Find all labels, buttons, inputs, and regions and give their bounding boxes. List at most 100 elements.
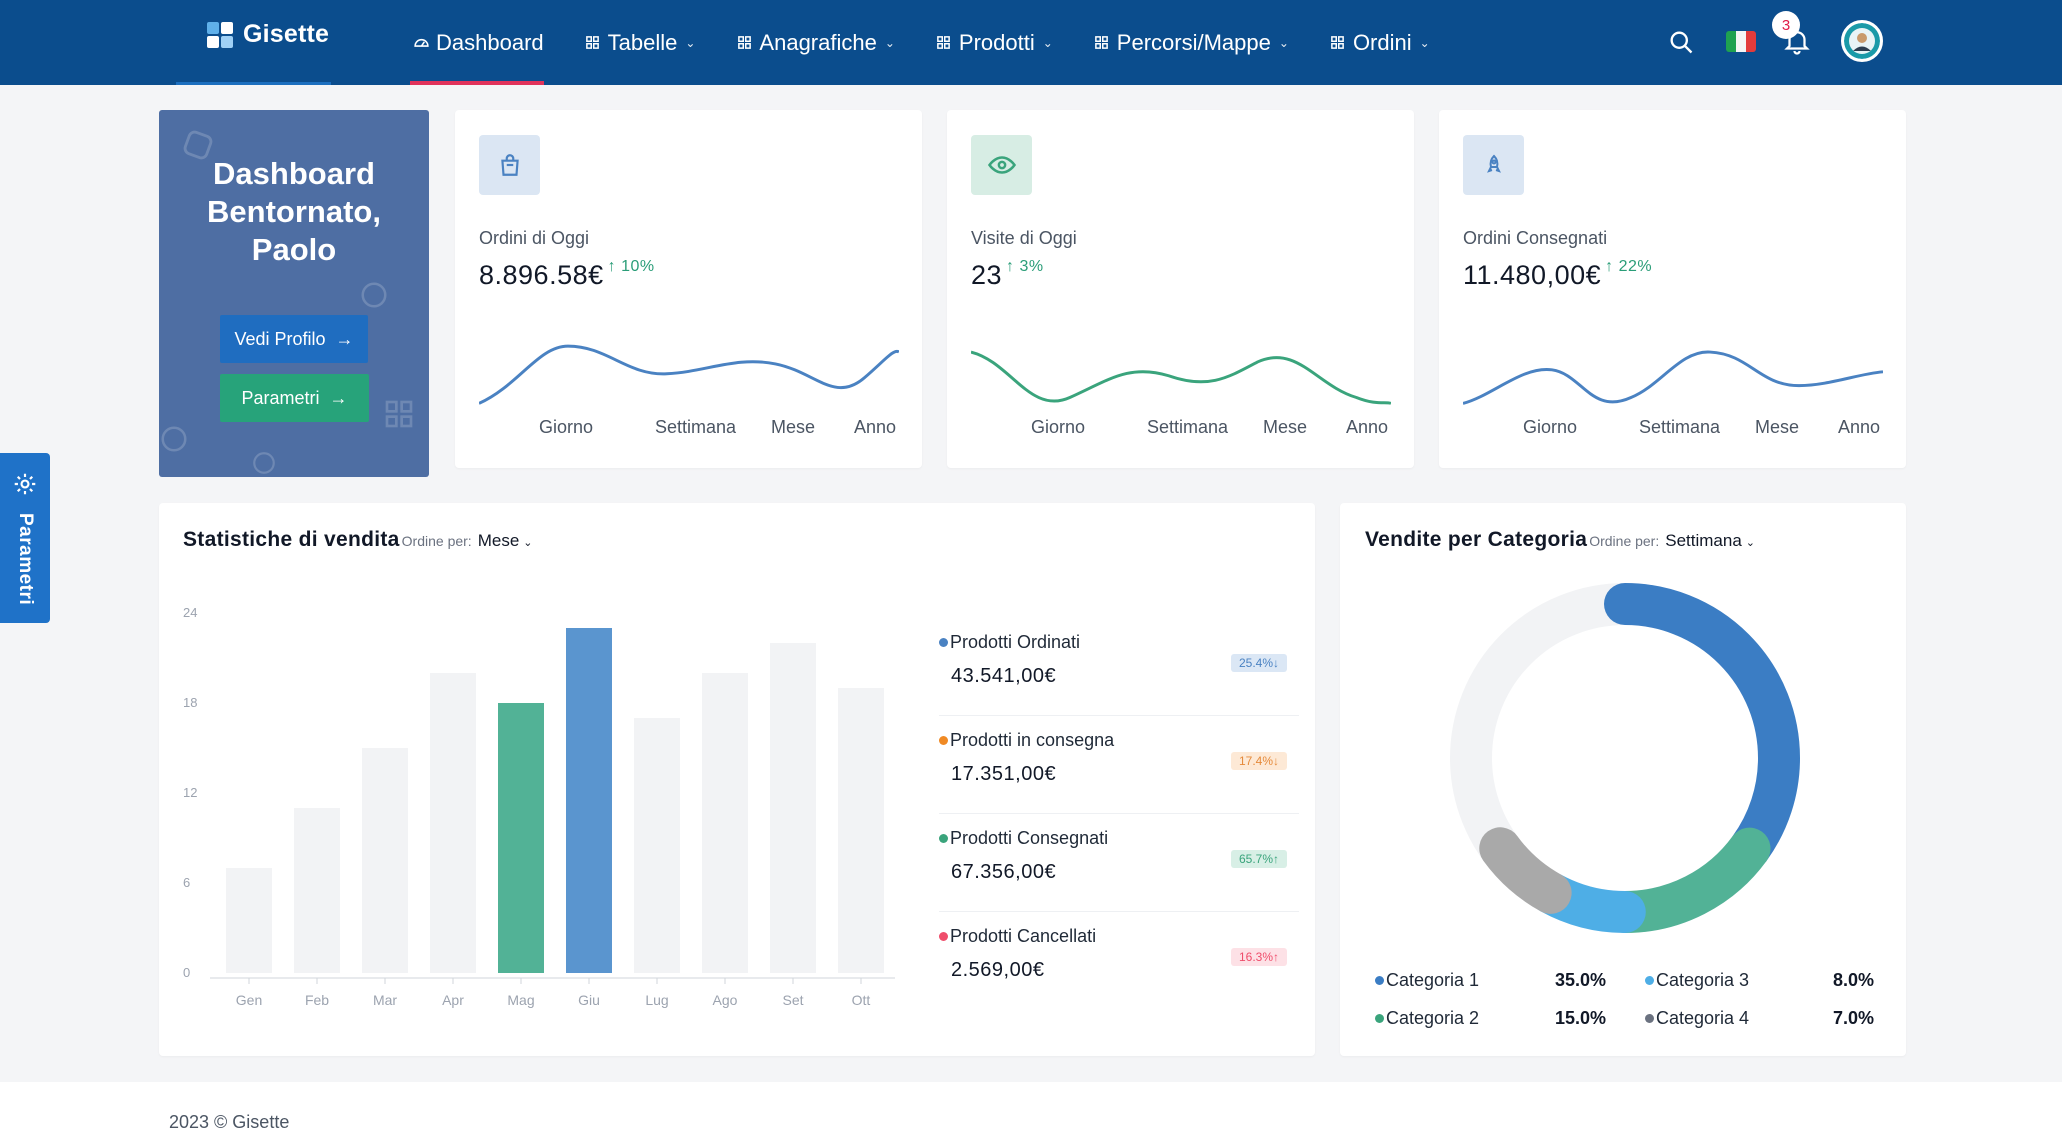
stat-value-row: 8.896.58€ ↑ 10% bbox=[479, 258, 655, 291]
period-selector: Giorno Settimana Mese Anno bbox=[971, 417, 1391, 439]
bar-mar[interactable] bbox=[362, 748, 408, 973]
decorative-shape-icon bbox=[161, 426, 187, 452]
category-name: Categoria 2 bbox=[1386, 1008, 1480, 1028]
user-avatar[interactable] bbox=[1841, 20, 1883, 62]
brand-underline bbox=[176, 82, 331, 85]
grid-icon bbox=[584, 34, 602, 52]
chevron-down-icon: ⌄ bbox=[1278, 35, 1289, 50]
stat-sparkline bbox=[971, 350, 1391, 405]
italian-flag-icon[interactable] bbox=[1726, 31, 1756, 52]
period-option-anno[interactable]: Anno bbox=[854, 417, 897, 437]
nav-item-anagrafiche[interactable]: Anagrafiche ⌄ bbox=[735, 0, 895, 85]
view-profile-button[interactable]: Vedi Profilo → bbox=[220, 315, 368, 363]
category-name: Categoria 1 bbox=[1386, 970, 1480, 990]
sales-title: Statistiche di vendita bbox=[183, 528, 400, 551]
sales-legend-label: Prodotti Cancellati bbox=[950, 926, 1097, 946]
grid-icon bbox=[1329, 34, 1347, 52]
settings-side-tab[interactable]: Parametri bbox=[0, 453, 50, 623]
welcome-card: Dashboard Bentornato, Paolo Vedi Profilo… bbox=[159, 110, 429, 477]
period-option-mese[interactable]: Mese bbox=[1755, 417, 1800, 437]
period-option-anno[interactable]: Anno bbox=[1838, 417, 1881, 437]
badge-value: 65.7% bbox=[1238, 852, 1273, 866]
sales-legend-name: Prodotti Consegnati bbox=[939, 828, 1108, 849]
bar-apr[interactable] bbox=[430, 673, 476, 973]
legend-dot bbox=[939, 932, 948, 941]
x-tick-label: Feb bbox=[305, 992, 329, 1008]
bar-set[interactable] bbox=[770, 643, 816, 973]
arrow-up-icon: ↑ bbox=[1273, 950, 1279, 964]
stat-value: 8.896.58€ bbox=[479, 260, 604, 290]
sales-sort-dropdown[interactable]: Mese ⌄ bbox=[478, 531, 533, 551]
stat-value-row: 11.480,00€ ↑ 22% bbox=[1463, 258, 1652, 291]
sparkline-series bbox=[971, 350, 1391, 405]
category-sort-label: Ordine per: bbox=[1589, 533, 1660, 549]
category-legend-item: Categoria 1 bbox=[1375, 970, 1479, 991]
x-tick-label: Ago bbox=[713, 992, 738, 1008]
x-tick-label: Gen bbox=[236, 992, 262, 1008]
legend-dot bbox=[939, 834, 948, 843]
category-legend-item: Categoria 4 bbox=[1645, 1008, 1749, 1029]
decorative-shape-icon bbox=[253, 452, 275, 474]
settings-label: Parametri bbox=[241, 387, 320, 408]
bar-giu[interactable] bbox=[566, 628, 612, 973]
brand[interactable]: Gisette bbox=[207, 20, 329, 49]
bar-mag[interactable] bbox=[498, 703, 544, 973]
y-tick-label: 0 bbox=[183, 965, 190, 980]
stat-sparkline bbox=[1463, 350, 1883, 405]
period-option-settimana[interactable]: Settimana bbox=[1147, 417, 1229, 437]
sales-legend-item: Prodotti in consegna 17.351,00€ 17.4%↓ bbox=[939, 716, 1299, 814]
bar-feb[interactable] bbox=[294, 808, 340, 973]
period-option-giorno[interactable]: Giorno bbox=[539, 417, 594, 437]
period-option-settimana[interactable]: Settimana bbox=[655, 417, 737, 437]
category-sort-dropdown[interactable]: Settimana ⌄ bbox=[1665, 531, 1755, 551]
period-option-giorno[interactable]: Giorno bbox=[1031, 417, 1086, 437]
sales-legend-label: Prodotti in consegna bbox=[950, 730, 1115, 750]
nav-item-dashboard[interactable]: Dashboard bbox=[410, 0, 544, 85]
y-tick-label: 6 bbox=[183, 875, 190, 890]
legend-dot bbox=[1375, 1014, 1384, 1023]
period-option-settimana[interactable]: Settimana bbox=[1639, 417, 1721, 437]
settings-button[interactable]: Parametri → bbox=[220, 374, 369, 422]
view-profile-label: Vedi Profilo bbox=[234, 328, 326, 349]
nav-item-prodotti[interactable]: Prodotti ⌄ bbox=[935, 0, 1053, 85]
x-tick-label: Giu bbox=[578, 992, 600, 1008]
arrow-up-icon: ↑ bbox=[1605, 258, 1619, 275]
nav-item-percorsi-mappe[interactable]: Percorsi/Mappe ⌄ bbox=[1093, 0, 1289, 85]
legend-dot bbox=[939, 638, 948, 647]
sales-sort-value: Mese bbox=[477, 531, 520, 550]
badge-value: 17.4% bbox=[1238, 754, 1273, 768]
sales-legend-item: Prodotti Consegnati 67.356,00€ 65.7%↑ bbox=[939, 814, 1299, 912]
x-tick-label: Ott bbox=[852, 992, 871, 1008]
sales-legend-label: Prodotti Consegnati bbox=[950, 828, 1109, 848]
category-percentage: 8.0% bbox=[1833, 970, 1875, 990]
decorative-shape-icon bbox=[361, 282, 387, 308]
welcome-title: Dashboard Bentornato, Paolo bbox=[159, 155, 429, 269]
legend-dot bbox=[1645, 1014, 1654, 1023]
brand-logo-icon bbox=[207, 21, 233, 48]
category-legend-item: Categoria 3 bbox=[1645, 970, 1749, 991]
bar-lug[interactable] bbox=[634, 718, 680, 973]
brand-name: Gisette bbox=[243, 20, 330, 48]
x-tick-label: Apr bbox=[442, 992, 464, 1008]
grid-icon bbox=[935, 34, 953, 52]
stat-value-row: 23 ↑ 3% bbox=[971, 258, 1044, 291]
period-option-mese[interactable]: Mese bbox=[1263, 417, 1308, 437]
bar-ago[interactable] bbox=[702, 673, 748, 973]
notifications-count-badge: 3 bbox=[1772, 11, 1800, 39]
badge-value: 25.4% bbox=[1238, 656, 1273, 670]
arrow-up-icon: ↑ bbox=[1006, 258, 1020, 275]
main-nav: Dashboard Tabelle ⌄ Anagrafiche ⌄ Prodotti ⌄ Pe… bbox=[410, 0, 1430, 85]
nav-item-ordini[interactable]: Ordini ⌄ bbox=[1329, 0, 1430, 85]
period-option-anno[interactable]: Anno bbox=[1346, 417, 1389, 437]
bar-ott[interactable] bbox=[838, 688, 884, 973]
search-icon[interactable] bbox=[1667, 28, 1695, 56]
stat-sparkline bbox=[479, 344, 899, 405]
period-option-mese[interactable]: Mese bbox=[771, 417, 816, 437]
nav-item-tabelle[interactable]: Tabelle ⌄ bbox=[584, 0, 695, 85]
period-option-giorno[interactable]: Giorno bbox=[1523, 417, 1578, 437]
donut-segment-3[interactable] bbox=[1450, 583, 1800, 933]
welcome-username: Paolo bbox=[251, 232, 337, 267]
welcome-greeting: Bentornato, bbox=[207, 194, 381, 229]
donut-segment-1[interactable] bbox=[1450, 583, 1800, 933]
bar-gen[interactable] bbox=[226, 868, 272, 973]
